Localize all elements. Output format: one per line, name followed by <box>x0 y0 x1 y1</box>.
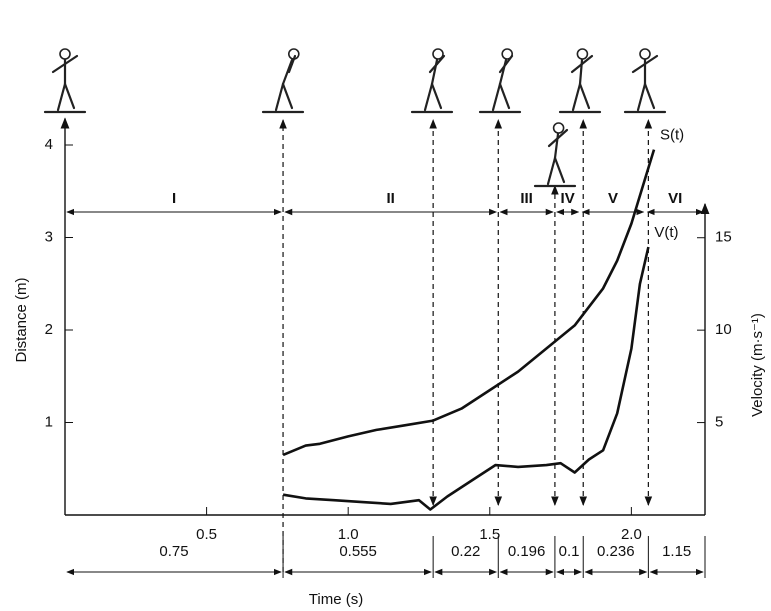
athlete-figure <box>623 48 667 114</box>
curve-label: V(t) <box>654 224 678 241</box>
athlete-figure <box>533 122 577 188</box>
y-axis-label: Distance (m) <box>13 277 30 362</box>
phase-label: IV <box>561 190 575 207</box>
y2-tick-label: 10 <box>715 321 732 338</box>
y2-tick-label: 5 <box>715 414 723 431</box>
athlete-figure <box>43 48 87 114</box>
duration-label: 0.75 <box>159 543 188 560</box>
y-tick-label: 2 <box>45 321 53 338</box>
athlete-figure <box>558 48 602 114</box>
curve <box>282 246 650 511</box>
x-tick-label: 1.5 <box>479 526 500 543</box>
duration-label: 0.236 <box>597 543 635 560</box>
phase-label: V <box>608 190 618 207</box>
athlete-figure <box>261 48 305 114</box>
x-tick-label: 0.5 <box>196 526 217 543</box>
phase-label: II <box>386 190 394 207</box>
phase-label: I <box>172 190 176 207</box>
curve <box>282 149 656 457</box>
phase-label: III <box>520 190 533 207</box>
duration-label: 1.15 <box>662 543 691 560</box>
duration-label: 0.1 <box>559 543 580 560</box>
phase-label: VI <box>668 190 682 207</box>
duration-label: 0.22 <box>451 543 480 560</box>
x-tick-label: 2.0 <box>621 526 642 543</box>
x-tick-label: 1.0 <box>338 526 359 543</box>
y-tick-label: 1 <box>45 413 53 430</box>
duration-label: 0.196 <box>508 543 546 560</box>
y2-tick-label: 15 <box>715 229 732 246</box>
y-tick-label: 3 <box>45 228 53 245</box>
duration-label: 0.555 <box>339 543 377 560</box>
y2-axis-label: Velocity (m·s⁻¹) <box>749 313 766 417</box>
curve-label: S(t) <box>660 127 684 144</box>
x-axis-label: Time (s) <box>309 591 363 608</box>
athlete-figure <box>410 48 454 114</box>
athlete-figure <box>478 48 522 114</box>
y-tick-label: 4 <box>45 136 53 153</box>
